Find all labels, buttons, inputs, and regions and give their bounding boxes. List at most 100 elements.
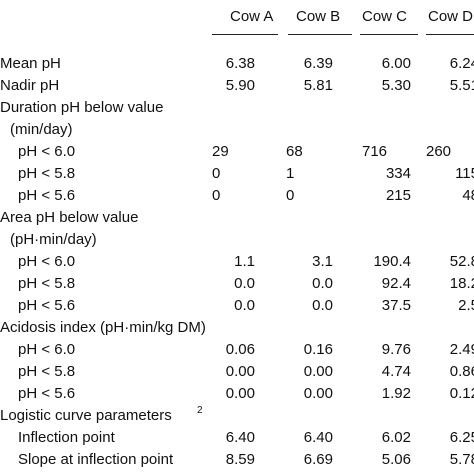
cell-cow-b: 0.00 [303,363,333,380]
table-row: Logistic curve parameters 2 [0,405,474,427]
table-row: pH < 5.6 0 0 215 48 [0,185,474,207]
cell-cow-d: 48 [462,187,474,204]
table-row: Nadir pH 5.90 5.81 5.30 5.51 [0,75,474,97]
cell-cow-c: 6.00 [381,55,411,72]
cell-cow-b: 0.16 [303,341,333,358]
cell-cow-b: 68 [286,143,303,160]
row-label: pH < 5.8 [18,363,76,380]
header-rule-cow-a [212,34,278,35]
row-label: pH < 6.0 [18,143,76,160]
table-row: pH < 6.0 29 68 716 260 [0,141,474,163]
cell-cow-d: 18.2 [449,275,474,292]
row-label: Area pH below value [0,209,139,226]
cell-cow-a: 0.0 [234,275,255,292]
header-rule-cow-c [360,34,418,35]
row-label: pH < 6.0 [18,341,76,358]
cell-cow-c: 4.74 [381,363,411,380]
row-label: Logistic curve parameters [0,407,172,424]
cell-cow-b: 1 [286,165,295,182]
column-header-cow-d: Cow D [428,8,474,25]
cell-cow-d: 52.8 [449,253,474,270]
table-row: pH < 5.8 0.0 0.0 92.4 18.2 [0,273,474,295]
row-label: pH < 5.8 [18,275,76,292]
cell-cow-d: 6.24 [449,55,474,72]
cell-cow-a: 8.59 [225,451,255,468]
row-label: Duration pH below value [0,99,164,116]
cell-cow-a: 0.00 [225,363,255,380]
cell-cow-a: 5.90 [225,77,255,94]
cell-cow-c: 716 [362,143,388,160]
cell-cow-b: 6.40 [303,429,333,446]
table-row: Duration pH below value [0,97,474,119]
cell-cow-c: 37.5 [381,297,411,314]
row-label: pH < 5.6 [18,385,76,402]
column-header-cow-a: Cow A [230,8,274,25]
cell-cow-d: 5.78 [449,451,474,468]
cell-cow-c: 5.06 [381,451,411,468]
row-label: pH < 5.6 [18,187,76,204]
footnote-marker: 2 [197,405,203,416]
cell-cow-b: 0.0 [312,297,333,314]
table-row: (pH·min/day) [0,229,474,251]
table-row: pH < 5.6 0.0 0.0 37.5 2.5 [0,295,474,317]
row-label: (pH·min/day) [10,231,97,248]
cell-cow-c: 215 [385,187,411,204]
cell-cow-d: 260 [426,143,452,160]
row-label: Slope at inflection point [18,451,174,468]
row-label: pH < 6.0 [18,253,76,270]
row-label: Acidosis index (pH·min/kg DM) [0,319,206,336]
cell-cow-b: 0.00 [303,385,333,402]
cell-cow-a: 0 [212,187,221,204]
cell-cow-d: 6.25 [449,429,474,446]
cell-cow-c: 190.4 [373,253,411,270]
cell-cow-c: 9.76 [381,341,411,358]
table-row: Acidosis index (pH·min/kg DM) [0,317,474,339]
row-label: pH < 5.6 [18,297,76,314]
cell-cow-a: 0 [212,165,221,182]
table-row: Slope at inflection point 8.59 6.69 5.06 5.7… [0,449,474,471]
column-header-cow-c: Cow C [362,8,408,25]
table-row: pH < 5.6 0.00 0.00 1.92 0.12 [0,383,474,405]
cell-cow-b: 5.81 [303,77,333,94]
row-label: pH < 5.8 [18,165,76,182]
table-row: Inflection point 6.40 6.40 6.02 6.25 [0,427,474,449]
table-row: Area pH below value [0,207,474,229]
cell-cow-a: 1.1 [234,253,255,270]
cell-cow-a: 6.38 [225,55,255,72]
cell-cow-b: 0.0 [312,275,333,292]
cell-cow-b: 3.1 [312,253,333,270]
table-row: pH < 6.0 0.06 0.16 9.76 2.49 [0,339,474,361]
cell-cow-d: 115 [455,165,474,182]
cell-cow-a: 0.06 [225,341,255,358]
table-row: Mean pH 6.38 6.39 6.00 6.24 [0,53,474,75]
column-header-cow-b: Cow B [296,8,341,25]
cell-cow-d: 5.51 [449,77,474,94]
cell-cow-a: 0.00 [225,385,255,402]
cell-cow-a: 6.40 [225,429,255,446]
cell-cow-b: 6.69 [303,451,333,468]
table-row: pH < 5.8 0 1 334 115 [0,163,474,185]
cell-cow-d: 0.86 [449,363,474,380]
row-label: Nadir pH [0,77,60,94]
row-label: Inflection point [18,429,115,446]
cell-cow-c: 92.4 [381,275,411,292]
header-rule-cow-b [288,34,352,35]
cell-cow-d: 2.49 [449,341,474,358]
cell-cow-c: 334 [385,165,411,182]
cell-cow-a: 0.0 [234,297,255,314]
table-row: pH < 6.0 1.1 3.1 190.4 52.8 [0,251,474,273]
cell-cow-c: 1.92 [381,385,411,402]
row-label: (min/day) [10,121,73,138]
cell-cow-c: 6.02 [381,429,411,446]
table-row: (min/day) [0,119,474,141]
cell-cow-b: 6.39 [303,55,333,72]
cell-cow-a: 29 [212,143,229,160]
cell-cow-b: 0 [286,187,295,204]
header-rule-cow-d [426,34,474,35]
cell-cow-c: 5.30 [381,77,411,94]
cell-cow-d: 0.12 [449,385,474,402]
cell-cow-d: 2.5 [458,297,474,314]
row-label: Mean pH [0,55,61,72]
table-row: pH < 5.8 0.00 0.00 4.74 0.86 [0,361,474,383]
